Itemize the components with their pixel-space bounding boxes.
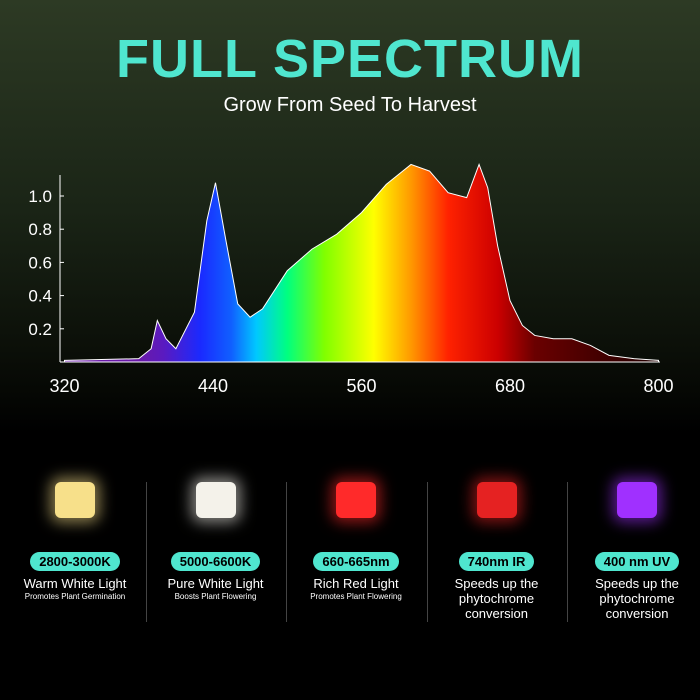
led-label: Speeds up the phytochrome conversion [454,576,539,621]
x-tick-label: 680 [495,376,525,396]
subheadline: Grow From Seed To Harvest [223,94,477,116]
led-description: Promotes Plant Germination [24,592,126,601]
led-label: Speeds up the phytochrome conversion [595,576,679,621]
led-card: 400 nm UV Speeds up the phytochrome conv… [567,478,700,621]
headline: FULL SPECTRUM [116,29,584,89]
divider [426,482,428,622]
led-card: 660-665nm Rich Red Light Promotes Plant … [286,478,426,601]
divider [145,482,147,622]
led-badge: 2800-3000K [30,552,120,571]
led-chip-icon [476,482,517,518]
led-card: 5000-6600K Pure White Light Boosts Plant… [146,478,286,601]
led-label: Warm White Light [23,576,127,591]
y-tick-label: 0.4 [28,287,52,306]
led-badge: 5000-6600K [170,552,261,571]
led-badge: 740nm IR [458,552,535,571]
led-card: 740nm IR Speeds up the phytochrome conve… [427,478,567,621]
spectrum-area [64,163,659,363]
led-chip-icon [336,482,376,518]
y-tick-label: 0.6 [28,253,52,272]
led-chip-icon [195,482,236,518]
y-tick-label: 0.2 [28,320,52,339]
x-tick-label: 560 [346,376,376,396]
led-label: Rich Red Light [313,576,399,591]
x-tick-label: 440 [198,376,228,396]
y-tick-label: 1.0 [28,187,52,206]
led-chip-icon [55,482,95,518]
x-tick-label: 320 [49,376,79,396]
led-description: Promotes Plant Flowering [310,592,402,601]
spectrum-chart: 320 440 560 680 800 0.2 0.4 0.6 0.8 1.0 [28,163,674,396]
y-tick-label: 0.8 [28,220,52,239]
led-label: Pure White Light [167,576,264,591]
led-description: Boosts Plant Flowering [174,592,257,601]
divider [567,482,568,622]
x-tick-label: 800 [643,376,673,396]
divider [286,482,287,622]
led-chip-icon [617,482,657,518]
led-badge: 660-665nm [313,552,399,571]
led-badge: 400 nm UV [594,552,680,571]
led-card: 2800-3000K Warm White Light Promotes Pla… [5,478,145,601]
